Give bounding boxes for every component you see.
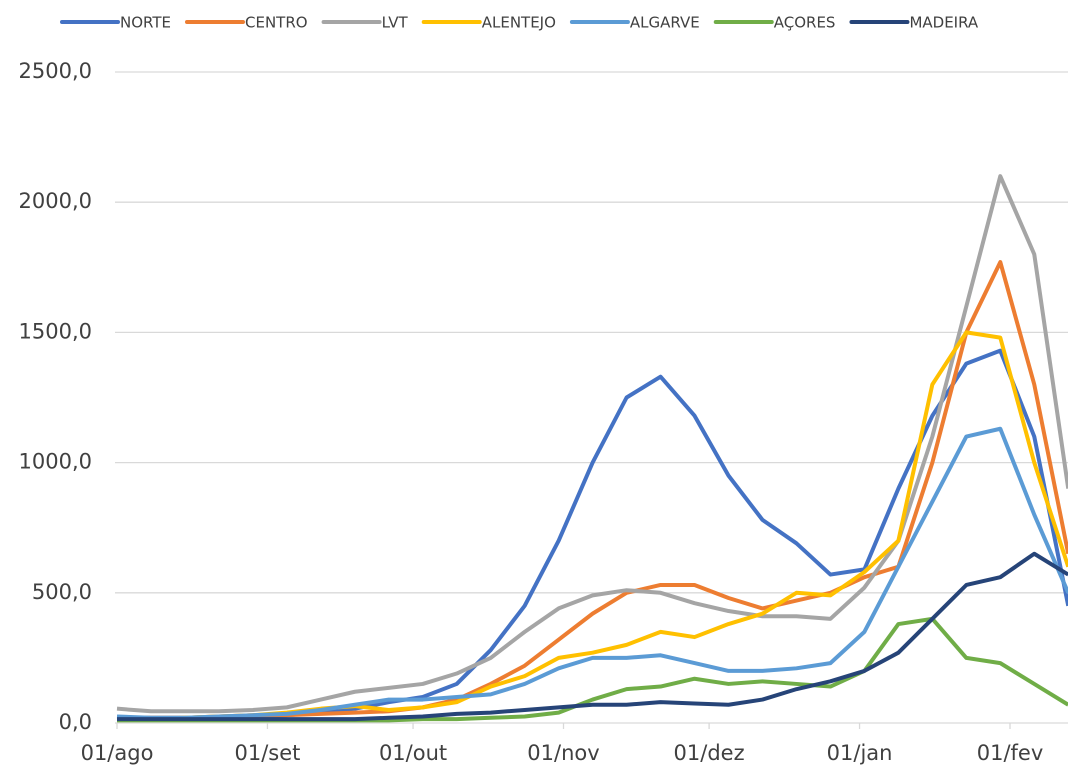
x-tick-label: 01/jan	[827, 741, 893, 765]
series-line	[117, 260, 1068, 720]
legend-label: ALENTEJO	[482, 14, 556, 32]
y-tick-label: 2000,0	[19, 189, 92, 213]
series-line	[117, 551, 1068, 722]
y-tick-label: 1000,0	[19, 450, 92, 474]
legend: NORTE CENTRO LVT ALENTEJO ALGARVE AÇORES MADEI…	[60, 14, 979, 32]
legend-label: NORTE	[120, 14, 171, 32]
series-line	[116, 174, 1068, 714]
y-tick-label: 1500,0	[19, 319, 92, 343]
legend-label: ALGARVE	[630, 14, 700, 32]
x-tick-label: 01/dez	[674, 741, 745, 765]
grid: 0,0 500,0 1000,0 1500,0 2000,0 2500,0 01/ago 01…	[19, 59, 1068, 765]
x-tick-label: 01/nov	[527, 741, 599, 765]
plot-area	[116, 174, 1068, 723]
x-tick-label: 01/out	[379, 741, 447, 765]
y-tick-label: 0,0	[59, 710, 92, 734]
series-line	[117, 330, 1068, 722]
legend-label: LVT	[382, 14, 409, 32]
series-line	[117, 348, 1068, 720]
legend-label: CENTRO	[245, 14, 308, 32]
x-tick-label: 01/fev	[977, 741, 1044, 765]
legend-label: MADEIRA	[909, 14, 978, 32]
y-tick-label: 2500,0	[19, 59, 92, 83]
x-tick-label: 01/ago	[81, 741, 154, 765]
series-line	[116, 426, 1068, 720]
y-tick-label: 500,0	[32, 580, 92, 604]
x-tick-label: 01/set	[234, 741, 300, 765]
legend-label: AÇORES	[774, 14, 836, 32]
